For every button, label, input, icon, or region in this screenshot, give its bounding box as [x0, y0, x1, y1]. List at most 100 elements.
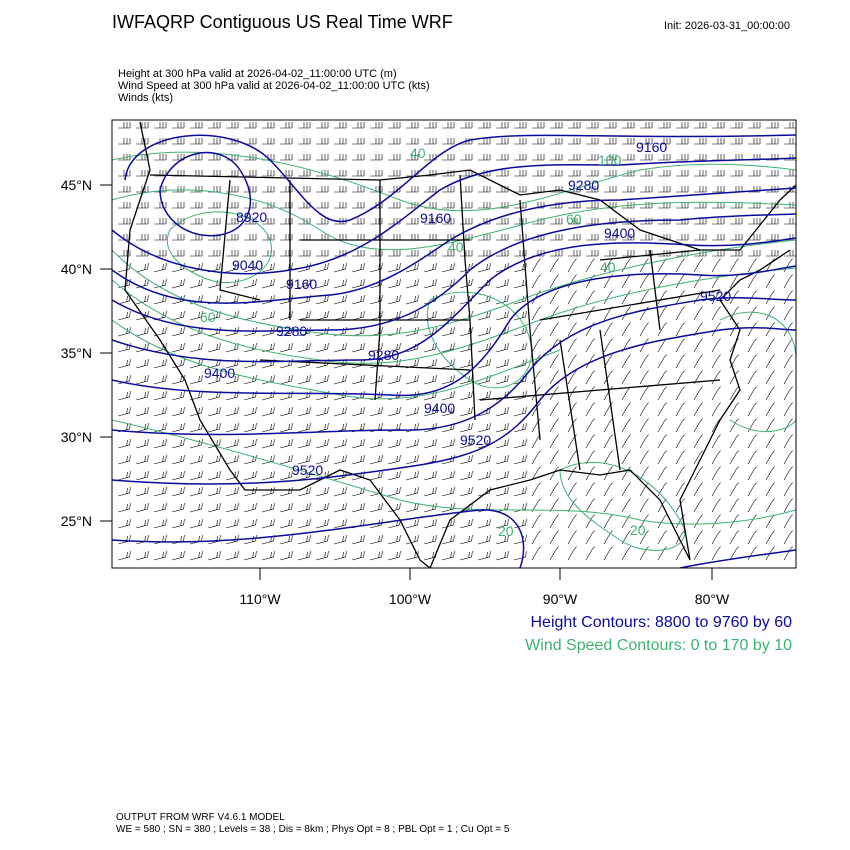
wind-barb [513, 439, 527, 449]
wind-barb [568, 234, 581, 241]
wind-barb [585, 418, 595, 433]
wind-barb [694, 186, 707, 193]
wind-barb [441, 391, 455, 401]
wind-barb [459, 551, 473, 561]
wind-barb [748, 186, 761, 193]
wind-barb [477, 311, 491, 321]
wind-barb [460, 202, 473, 209]
wind-barb [658, 202, 671, 209]
wind-barb [190, 218, 203, 225]
wind-barb [675, 370, 685, 385]
wind-barb [711, 258, 721, 273]
wind-barb [567, 546, 577, 561]
wind-barb [765, 386, 775, 401]
wind-barb [189, 455, 203, 465]
wind-barb [622, 154, 635, 161]
wind-barb [297, 455, 311, 465]
wind-barb [441, 487, 455, 497]
wind-barb [117, 487, 131, 497]
wind-barb [136, 186, 149, 193]
wind-barb [693, 274, 703, 289]
wind-barb [208, 250, 221, 257]
wind-barb [657, 402, 667, 417]
wind-barb [531, 530, 541, 545]
wind-barb [352, 186, 365, 193]
wind-barb [279, 407, 293, 417]
wind-barb [514, 234, 527, 241]
wind-barb [567, 322, 577, 337]
wind-barb [459, 439, 473, 449]
wind-barb [406, 154, 419, 161]
wind-barb [729, 482, 739, 497]
wind-barb [693, 402, 703, 417]
wind-barb [387, 439, 401, 449]
wind-barb [171, 503, 185, 513]
wind-barb [189, 487, 203, 497]
wind-barb [459, 535, 473, 545]
plot-title: IWFAQRP Contiguous US Real Time WRF [112, 12, 453, 32]
wind-barb [262, 234, 275, 241]
lon-label: 110°W [239, 591, 281, 607]
wind-barb [423, 439, 437, 449]
wind-barb [117, 359, 131, 369]
wind-barb [729, 434, 739, 449]
wind-barb [711, 482, 721, 497]
wind-barb [441, 279, 455, 289]
wind-barb [297, 279, 311, 289]
wind-barb [225, 407, 239, 417]
wind-barb [154, 138, 167, 145]
wind-barb [136, 170, 149, 177]
wind-barb [711, 306, 721, 321]
wind-barb [675, 418, 685, 433]
wind-barb [513, 279, 527, 289]
wind-barb [280, 170, 293, 177]
wind-barb [657, 274, 667, 289]
wind-barb [172, 234, 185, 241]
wind-barb [514, 250, 527, 257]
wind-barb [351, 311, 365, 321]
wind-barb [243, 503, 257, 513]
wind-barb [657, 450, 667, 465]
wind-barb [459, 375, 473, 385]
wind-barb [459, 327, 473, 337]
wind-barb [171, 279, 185, 289]
wind-barb [658, 122, 671, 129]
wind-barb [513, 407, 527, 417]
wind-barb [423, 375, 437, 385]
wind-barb [496, 170, 509, 177]
wind-barb [171, 311, 185, 321]
wind-barb [495, 423, 509, 433]
wind-barb [585, 338, 595, 353]
wind-barb [765, 498, 775, 513]
wind-barb [748, 234, 761, 241]
wind-barb [262, 202, 275, 209]
wind-barb [406, 138, 419, 145]
wind-barb [585, 290, 595, 305]
wind-barb [352, 122, 365, 129]
wind-barb [261, 279, 275, 289]
wind-barb [388, 234, 401, 241]
wind-barb [532, 234, 545, 241]
wind-barb [694, 122, 707, 129]
wind-barb [693, 258, 703, 273]
wind-barb [765, 370, 775, 385]
wind-barb [730, 154, 743, 161]
wind-barb [675, 466, 685, 481]
wind-barb [441, 551, 455, 561]
wind-barb [405, 295, 419, 305]
wind-barb [135, 263, 149, 273]
wind-barb [531, 338, 541, 353]
wind-barb [225, 263, 239, 273]
wind-barb [225, 503, 239, 513]
wind-barb [730, 202, 743, 209]
wind-label: 60 [566, 211, 582, 227]
wind-barb [315, 455, 329, 465]
wind-barb [603, 450, 613, 465]
wind-barb [784, 154, 796, 161]
wind-barb [568, 154, 581, 161]
wind-barb [586, 138, 599, 145]
wind-barb [333, 551, 347, 561]
wind-barb [315, 327, 329, 337]
wind-barb [675, 386, 685, 401]
wind-barb [243, 519, 257, 529]
